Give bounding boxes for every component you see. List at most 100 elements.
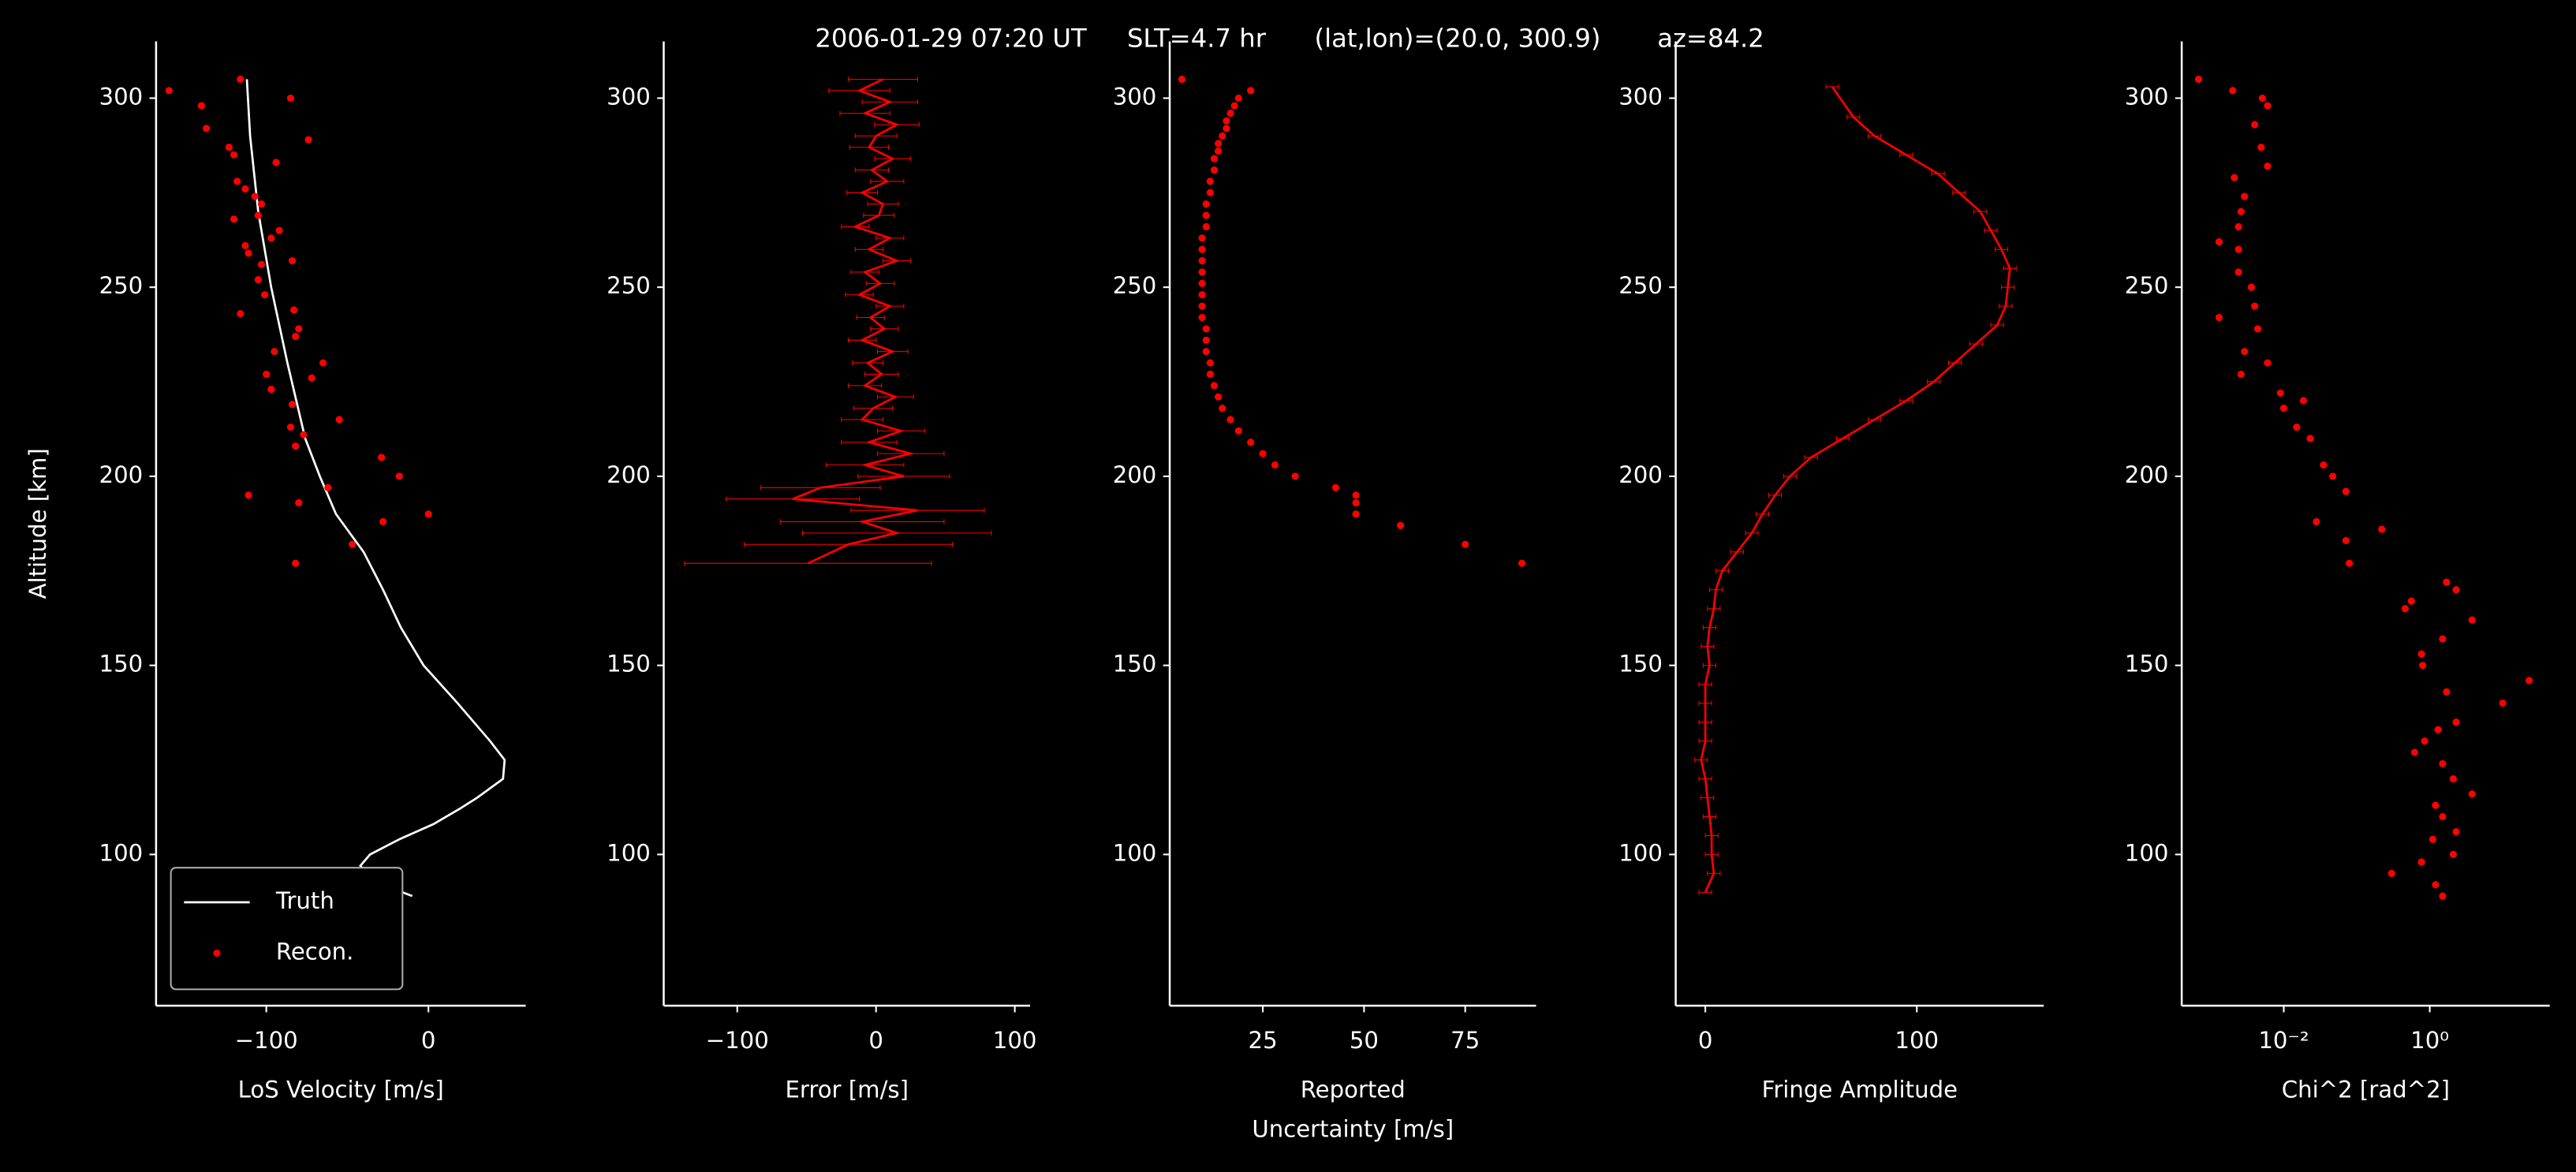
point (335, 416, 343, 424)
y-tick-label: 300 (2125, 83, 2169, 110)
point (1202, 211, 1210, 219)
point (2468, 790, 2476, 798)
point (2234, 268, 2242, 276)
point (2378, 525, 2386, 533)
point (2320, 461, 2328, 469)
point (1352, 498, 1360, 507)
x-tick-label: 0 (868, 1027, 883, 1054)
point (2401, 605, 2409, 613)
x-axis-label: Fringe Amplitude (1762, 1076, 1958, 1103)
point (2194, 75, 2203, 84)
point (1202, 325, 1210, 333)
y-tick-label: 250 (2125, 272, 2169, 299)
point (2257, 144, 2265, 151)
point (1198, 234, 1206, 242)
point (2237, 370, 2245, 379)
point (1198, 245, 1206, 253)
point (1210, 166, 1219, 174)
x-tick-label: −100 (235, 1027, 298, 1054)
point (272, 159, 280, 166)
point (2241, 192, 2249, 200)
legend-label: Recon. (276, 939, 354, 965)
point (2526, 677, 2533, 685)
point (288, 257, 297, 265)
y-tick-label: 300 (1113, 83, 1157, 110)
point (1210, 155, 1219, 162)
panel: 100 150 200 250 300 25 50 75 Reported Uncertainty… (1113, 41, 1536, 1142)
y-tick-label: 150 (2125, 651, 2169, 677)
point (2468, 616, 2476, 624)
point (1198, 257, 1206, 265)
y-tick-label: 100 (2125, 839, 2169, 866)
point (2342, 487, 2350, 495)
point (233, 177, 241, 185)
point (304, 136, 312, 144)
point (288, 401, 297, 409)
y-tick-label: 100 (607, 839, 651, 866)
x-tick-label: 25 (1249, 1027, 1278, 1054)
y-tick-label: 250 (1618, 272, 1663, 299)
legend-label: Truth (275, 887, 334, 914)
point (2429, 835, 2436, 843)
point (2234, 222, 2242, 231)
point (2258, 94, 2266, 103)
point (295, 325, 303, 333)
point (2264, 359, 2272, 367)
point (257, 260, 266, 268)
point (1202, 200, 1210, 208)
point (245, 249, 252, 257)
point (1198, 302, 1206, 310)
point (2432, 801, 2440, 809)
point (2231, 174, 2238, 181)
point (1198, 268, 1206, 276)
point (2329, 472, 2337, 480)
point (1178, 75, 1186, 84)
point (2342, 536, 2350, 545)
point (2251, 121, 2259, 129)
point (261, 291, 269, 299)
point (241, 185, 249, 193)
point (2432, 881, 2440, 889)
y-tick-label: 250 (1113, 272, 1157, 299)
point (1518, 559, 1526, 567)
line (792, 78, 918, 565)
point (1202, 348, 1210, 356)
point (2229, 87, 2237, 95)
point (349, 540, 357, 548)
point (1352, 510, 1360, 518)
y-tick-label: 200 (607, 461, 651, 488)
point (2419, 662, 2427, 670)
point (267, 234, 275, 242)
point (2499, 700, 2507, 707)
point (2417, 650, 2425, 658)
point (1206, 359, 1214, 367)
point (2253, 325, 2262, 333)
point (271, 348, 278, 356)
y-tick-label: 100 (1618, 839, 1663, 866)
figure-title: 2006-01-29 07:20 UT SLT=4.7 hr (lat,lon)… (815, 23, 1764, 53)
point (230, 215, 238, 223)
x-tick-label: 10⁻² (2258, 1027, 2309, 1054)
y-axis-label: Altitude [km] (24, 448, 51, 599)
point (237, 310, 245, 318)
line (245, 79, 506, 898)
point (2215, 313, 2223, 322)
point (2439, 760, 2447, 767)
y-tick-label: 250 (99, 272, 144, 299)
point (324, 483, 332, 491)
point (1462, 540, 1469, 548)
x-tick-label: 0 (421, 1027, 436, 1054)
point (1226, 416, 1234, 424)
point (2306, 435, 2314, 442)
x-tick-label: 75 (1450, 1027, 1480, 1054)
point (1215, 140, 1223, 147)
point (251, 192, 259, 200)
point (2241, 348, 2249, 356)
point (2247, 283, 2255, 291)
point (1206, 177, 1214, 185)
point (1198, 313, 1206, 322)
point (1219, 132, 1226, 140)
point (2293, 424, 2301, 431)
point (1210, 382, 1219, 390)
point (1198, 291, 1206, 299)
